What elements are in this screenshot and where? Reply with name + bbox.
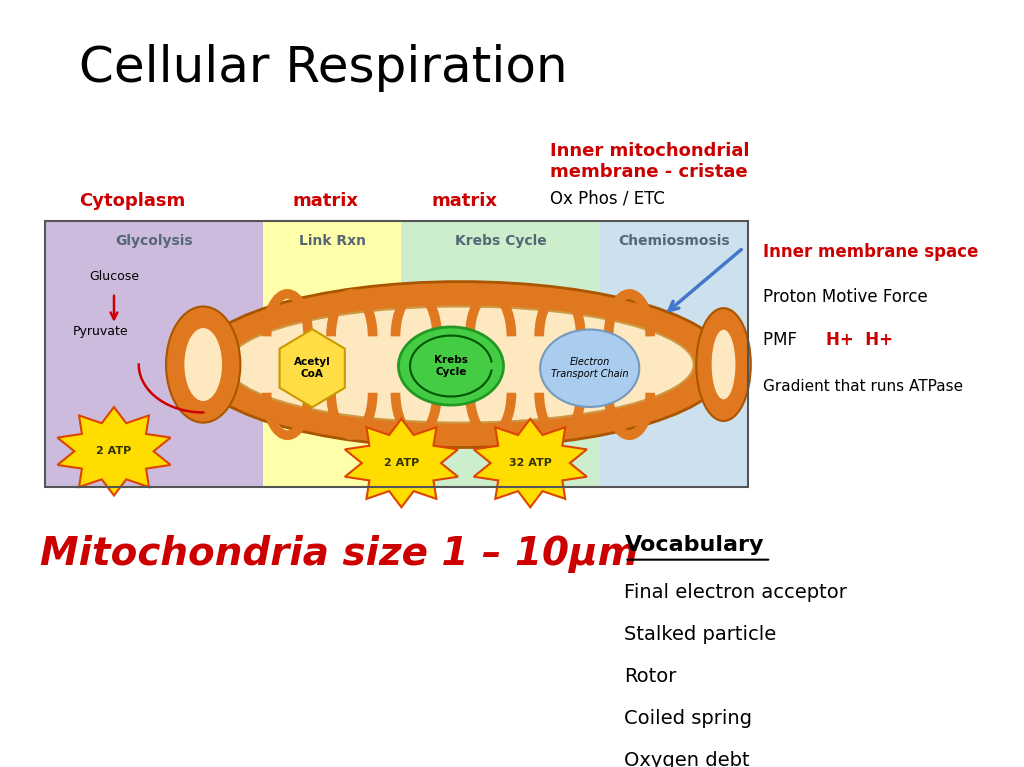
Bar	[262, 221, 401, 487]
Text: Vocabulary: Vocabulary	[625, 535, 764, 555]
Text: Glucose: Glucose	[89, 270, 139, 282]
Text: 32 ATP: 32 ATP	[509, 458, 552, 468]
Ellipse shape	[228, 307, 693, 423]
Ellipse shape	[712, 330, 735, 400]
Text: 2 ATP: 2 ATP	[384, 458, 419, 468]
Text: matrix: matrix	[431, 193, 497, 210]
Text: Krebs
Cycle: Krebs Cycle	[434, 355, 468, 377]
Text: Coiled spring: Coiled spring	[625, 709, 753, 728]
Text: Proton Motive Force: Proton Motive Force	[763, 288, 928, 306]
Bar	[45, 221, 262, 487]
Text: matrix: matrix	[293, 193, 358, 210]
Circle shape	[398, 327, 504, 405]
Text: Electron
Transport Chain: Electron Transport Chain	[551, 357, 629, 379]
Bar	[401, 221, 600, 487]
Text: Stalked particle: Stalked particle	[625, 624, 776, 644]
Text: Link Rxn: Link Rxn	[299, 235, 366, 249]
Text: PMF: PMF	[763, 331, 808, 349]
Polygon shape	[474, 419, 587, 507]
Text: H+  H+: H+ H+	[825, 331, 893, 349]
Text: Cellular Respiration: Cellular Respiration	[79, 44, 568, 92]
Text: Chemiosmosis: Chemiosmosis	[618, 235, 730, 249]
Text: Inner membrane space: Inner membrane space	[763, 243, 979, 261]
Text: Glycolysis: Glycolysis	[115, 235, 193, 249]
Ellipse shape	[541, 330, 639, 407]
Text: Inner mitochondrial
membrane - cristae: Inner mitochondrial membrane - cristae	[550, 142, 750, 181]
Text: Cytoplasm: Cytoplasm	[79, 193, 185, 210]
Text: Mitochondria size 1 – 10μm: Mitochondria size 1 – 10μm	[40, 535, 638, 573]
Ellipse shape	[696, 308, 751, 421]
Polygon shape	[345, 419, 458, 507]
Bar	[600, 221, 749, 487]
Text: Pyruvate: Pyruvate	[73, 325, 128, 338]
Text: Rotor: Rotor	[625, 667, 677, 686]
Text: Ox Phos / ETC: Ox Phos / ETC	[550, 190, 665, 208]
Ellipse shape	[184, 328, 222, 401]
Ellipse shape	[166, 307, 241, 423]
Text: Krebs Cycle: Krebs Cycle	[455, 235, 547, 249]
Polygon shape	[280, 329, 345, 407]
Text: Oxygen debt: Oxygen debt	[625, 751, 750, 767]
Text: Final electron acceptor: Final electron acceptor	[625, 582, 847, 601]
Text: Acetyl
CoA: Acetyl CoA	[294, 357, 331, 379]
Text: 2 ATP: 2 ATP	[96, 446, 132, 456]
Ellipse shape	[194, 281, 728, 447]
Text: Gradient that runs ATPase: Gradient that runs ATPase	[763, 379, 964, 393]
Polygon shape	[57, 407, 171, 495]
Bar	[45, 221, 749, 487]
